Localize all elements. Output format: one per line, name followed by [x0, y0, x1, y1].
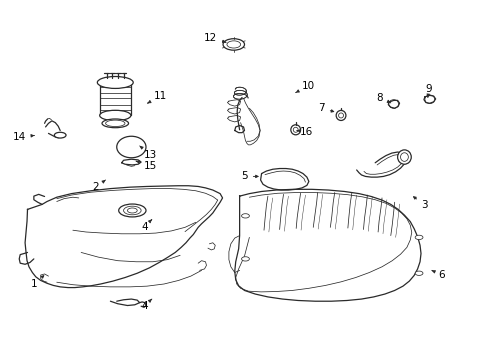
Text: 12: 12 — [203, 33, 226, 43]
Polygon shape — [228, 235, 239, 273]
Polygon shape — [25, 186, 222, 288]
Polygon shape — [34, 194, 44, 204]
Text: 4: 4 — [141, 220, 152, 231]
Ellipse shape — [414, 271, 422, 275]
Text: 15: 15 — [136, 161, 157, 171]
Ellipse shape — [54, 132, 66, 138]
Ellipse shape — [241, 214, 249, 218]
Polygon shape — [19, 252, 34, 264]
Polygon shape — [356, 152, 405, 177]
Text: 14: 14 — [13, 132, 35, 142]
Text: 2: 2 — [92, 180, 105, 192]
Text: 5: 5 — [241, 171, 256, 181]
Text: 8: 8 — [376, 93, 390, 103]
Polygon shape — [198, 261, 206, 270]
Polygon shape — [41, 274, 48, 282]
Polygon shape — [207, 243, 215, 250]
Ellipse shape — [241, 257, 249, 261]
Ellipse shape — [223, 39, 244, 50]
Ellipse shape — [290, 125, 300, 135]
Polygon shape — [122, 159, 141, 165]
Text: 10: 10 — [295, 81, 314, 93]
Text: 4: 4 — [141, 299, 152, 311]
Text: 6: 6 — [431, 270, 445, 280]
Ellipse shape — [102, 119, 128, 128]
Text: 7: 7 — [318, 103, 331, 113]
Ellipse shape — [100, 77, 131, 87]
Polygon shape — [234, 189, 420, 301]
Text: 16: 16 — [296, 127, 313, 136]
Ellipse shape — [414, 235, 422, 239]
Ellipse shape — [119, 204, 146, 217]
Polygon shape — [423, 95, 435, 103]
Ellipse shape — [397, 150, 410, 164]
Text: 1: 1 — [30, 277, 42, 289]
Polygon shape — [260, 168, 308, 190]
Ellipse shape — [100, 110, 131, 121]
Polygon shape — [234, 126, 244, 133]
Ellipse shape — [335, 111, 345, 121]
Ellipse shape — [97, 76, 133, 89]
Text: 13: 13 — [140, 146, 157, 160]
Text: 9: 9 — [425, 84, 431, 98]
Text: 11: 11 — [147, 91, 167, 103]
Text: 3: 3 — [414, 198, 427, 210]
Polygon shape — [387, 100, 399, 108]
